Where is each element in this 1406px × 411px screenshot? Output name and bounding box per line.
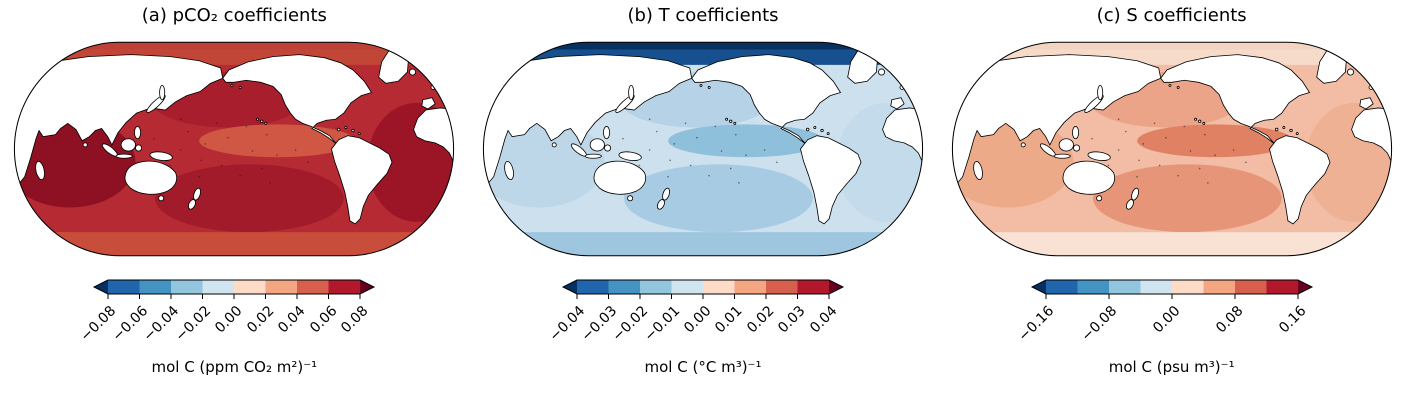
colorbar-tick-label: 0.03: [775, 302, 809, 336]
contour-band-south: [964, 231, 1379, 256]
panel-title: (b) T coefficients: [627, 5, 779, 26]
contour-band-south: [495, 231, 911, 256]
colorbar-tickmarks: [1045, 293, 1299, 299]
colorbar-segment: [608, 279, 640, 294]
colorbar-segment: [1234, 279, 1267, 294]
colorbar-right-arrow: [829, 279, 843, 294]
colorbar-tick-label: 0.06: [306, 302, 341, 336]
panel-b: (b) T coefficients: [469, 0, 938, 411]
colorbar-segment: [171, 279, 203, 294]
colorbar-block: −0.04 −0.03 −0.02 −0.01 0.00 0.01 0.02 0…: [547, 279, 845, 376]
colorbar-tick-label: −0.02: [172, 302, 215, 345]
colorbar-tick-label: 0.02: [243, 302, 278, 336]
colorbar-segment: [1171, 279, 1204, 294]
colorbar-left-arrow: [563, 279, 577, 294]
contour-band-eqeast: [1136, 123, 1293, 157]
contour-band-southpac: [1092, 163, 1282, 232]
contour-band-southpac: [155, 163, 345, 232]
colorbar-segment: [734, 279, 766, 294]
colorbar-tick-label: 0.00: [212, 302, 246, 336]
colorbar-ticks: −0.16 −0.08 0.00 0.08 0.16: [1015, 300, 1312, 352]
colorbar-segment: [265, 279, 298, 294]
panel-title: (a) pCO₂ coefficients: [141, 5, 327, 26]
panel-title: (c) S coefficients: [1096, 5, 1247, 26]
contour-band-south: [27, 231, 442, 256]
colorbar-segment: [1077, 279, 1109, 294]
colorbar-segment: [1266, 279, 1298, 294]
colorbar-tick-label: 0.04: [806, 302, 841, 336]
colorbar-unit-label: mol C (psu m³)⁻¹: [1108, 357, 1235, 376]
colorbar-tick-label: −0.08: [1078, 302, 1120, 345]
colorbar-left-arrow: [1031, 279, 1046, 294]
colorbar-tick-label: 0.16: [1275, 302, 1309, 336]
colorbar-tick-label: 0.00: [1149, 302, 1183, 336]
colorbar-right-arrow: [360, 279, 375, 294]
colorbar-tickmarks: [107, 293, 361, 299]
contour-band-eqeast: [199, 123, 356, 157]
colorbar-segment: [766, 279, 798, 294]
contour-band-southpac: [623, 163, 813, 232]
colorbar-segment: [108, 279, 140, 294]
colorbar-segment: [202, 279, 235, 294]
colorbar-tick-label: 0.04: [275, 302, 309, 336]
colorbar-tick-label: −0.01: [641, 302, 683, 345]
colorbar-tick-label: 0.08: [338, 302, 372, 336]
colorbar-segment: [328, 279, 361, 294]
world-map: [14, 41, 455, 256]
colorbar-segment: [1140, 279, 1172, 294]
colorbar-ticks: −0.08 −0.06 −0.04 −0.02 0.00 0.02 0.04 0…: [78, 300, 374, 352]
colorbar-tick-label: 0.08: [1212, 302, 1246, 336]
colorbar-segment: [1045, 279, 1078, 294]
colorbar-segment: [703, 279, 735, 294]
colorbar-tick-label: −0.04: [546, 302, 589, 345]
colorbar-segment: [797, 279, 829, 294]
colorbar-segment: [640, 279, 672, 294]
colorbar-tick-label: −0.02: [609, 302, 652, 345]
colorbar-tick-label: 0.02: [743, 302, 778, 336]
colorbar-tick-label: −0.16: [1015, 302, 1057, 345]
colorbar-unit-label: mol C (°C m³)⁻¹: [644, 357, 762, 376]
colorbar-segment: [1108, 279, 1141, 294]
colorbar-segment: [1203, 279, 1235, 294]
colorbar: [1030, 279, 1313, 299]
colorbar-unit-label: mol C (ppm CO₂ m²)⁻¹: [151, 357, 318, 376]
colorbar-segment: [139, 279, 172, 294]
colorbar-segment: [577, 279, 609, 294]
colorbar-tick-label: 0.00: [680, 302, 715, 336]
contour-band-eqeast: [668, 123, 825, 157]
colorbar-left-arrow: [94, 279, 109, 294]
colorbar-segment: [234, 279, 266, 294]
world-map: [482, 41, 924, 256]
colorbar-block: −0.16 −0.08 0.00 0.08 0.16 mol C (psu m³…: [1015, 279, 1313, 376]
colorbar-segment: [671, 279, 703, 294]
colorbar-ticks: −0.04 −0.03 −0.02 −0.01 0.00 0.01 0.02 0…: [547, 300, 843, 352]
world-map: [951, 41, 1392, 256]
colorbar-right-arrow: [1297, 279, 1312, 294]
colorbar-tickmarks: [576, 293, 830, 299]
colorbar-block: −0.08 −0.06 −0.04 −0.02 0.00 0.02 0.04 0…: [78, 279, 376, 376]
colorbar: [93, 279, 376, 299]
panel-c: (c) S coefficients: [937, 0, 1406, 411]
colorbar: [561, 279, 845, 299]
colorbar-segment: [297, 279, 329, 294]
panel-a: (a) pCO₂ coefficients: [0, 0, 469, 411]
colorbar-tick-label: 0.01: [712, 302, 746, 336]
